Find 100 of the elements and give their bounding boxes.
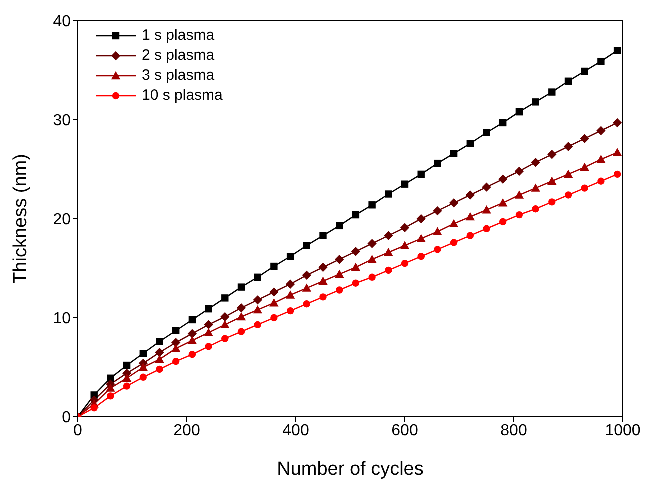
point (222, 294, 229, 302)
point (236, 304, 246, 313)
point (516, 108, 524, 116)
point (416, 234, 426, 242)
point (368, 202, 376, 209)
point (318, 276, 328, 285)
point (106, 384, 116, 392)
point (352, 211, 360, 219)
point (107, 374, 114, 382)
point (155, 348, 164, 358)
point (172, 344, 181, 352)
point (384, 231, 394, 240)
y-tick-label: 0 (62, 410, 72, 427)
x-tick-label: 0 (74, 422, 83, 440)
point (204, 320, 214, 330)
point (90, 404, 98, 412)
point (107, 392, 114, 400)
point (270, 314, 278, 322)
point (302, 270, 312, 280)
point (516, 211, 524, 219)
point (335, 270, 344, 278)
point (286, 280, 296, 289)
point (449, 198, 459, 208)
point (286, 253, 294, 260)
point (483, 225, 490, 232)
point (155, 354, 164, 364)
point (188, 351, 196, 358)
legend-label: 2 s plasma (142, 46, 215, 66)
point (385, 266, 392, 274)
point (220, 312, 230, 322)
point (580, 134, 590, 144)
point (336, 222, 344, 230)
point (401, 260, 409, 268)
point (188, 336, 198, 344)
point (482, 182, 492, 192)
point (564, 142, 574, 152)
point (434, 246, 442, 254)
point (303, 242, 310, 250)
point (564, 170, 574, 178)
point (596, 126, 606, 136)
point (483, 129, 490, 136)
x-axis-title: Number of cycles (277, 459, 424, 480)
point (466, 140, 474, 148)
point (156, 366, 164, 374)
point (172, 327, 180, 334)
point (531, 184, 540, 192)
point (123, 362, 131, 370)
point (532, 98, 540, 106)
point (466, 232, 474, 240)
point (532, 206, 540, 213)
point (385, 190, 392, 198)
point (122, 374, 132, 382)
point (368, 254, 377, 264)
point (336, 286, 344, 294)
point (433, 206, 442, 216)
point (320, 232, 327, 240)
point (564, 192, 572, 199)
y-axis-title: Thickness (nm) (10, 154, 32, 284)
point (138, 362, 148, 372)
point (254, 274, 262, 282)
point (238, 284, 246, 291)
point (270, 298, 279, 307)
x-tick-label: 200 (174, 422, 200, 440)
point (514, 166, 524, 176)
point (548, 150, 557, 160)
y-tick-label: 20 (53, 212, 72, 229)
x-tick-label: 400 (282, 422, 310, 440)
point (400, 241, 410, 250)
point (303, 300, 310, 308)
point (418, 253, 425, 260)
point (123, 382, 131, 390)
point (433, 227, 442, 236)
point (564, 78, 572, 85)
point (172, 358, 180, 366)
point (596, 155, 606, 164)
point (205, 305, 212, 313)
y-tick-label: 40 (53, 14, 72, 31)
point (466, 190, 475, 200)
point (220, 320, 230, 329)
x-tick-label: 1000 (605, 422, 641, 440)
point (270, 262, 278, 270)
point (270, 288, 279, 297)
point (614, 170, 622, 178)
point (254, 321, 262, 329)
point (253, 305, 262, 314)
point (368, 274, 376, 282)
point (286, 307, 294, 315)
point (401, 180, 409, 188)
y-tick-label: 30 (53, 112, 72, 130)
point (335, 254, 344, 264)
point (400, 223, 410, 233)
point (418, 170, 425, 178)
point (222, 335, 229, 342)
point (482, 205, 492, 214)
point (140, 350, 147, 358)
point (320, 294, 327, 301)
point (612, 118, 622, 128)
point (238, 328, 246, 336)
point (450, 150, 458, 158)
point (434, 160, 442, 168)
